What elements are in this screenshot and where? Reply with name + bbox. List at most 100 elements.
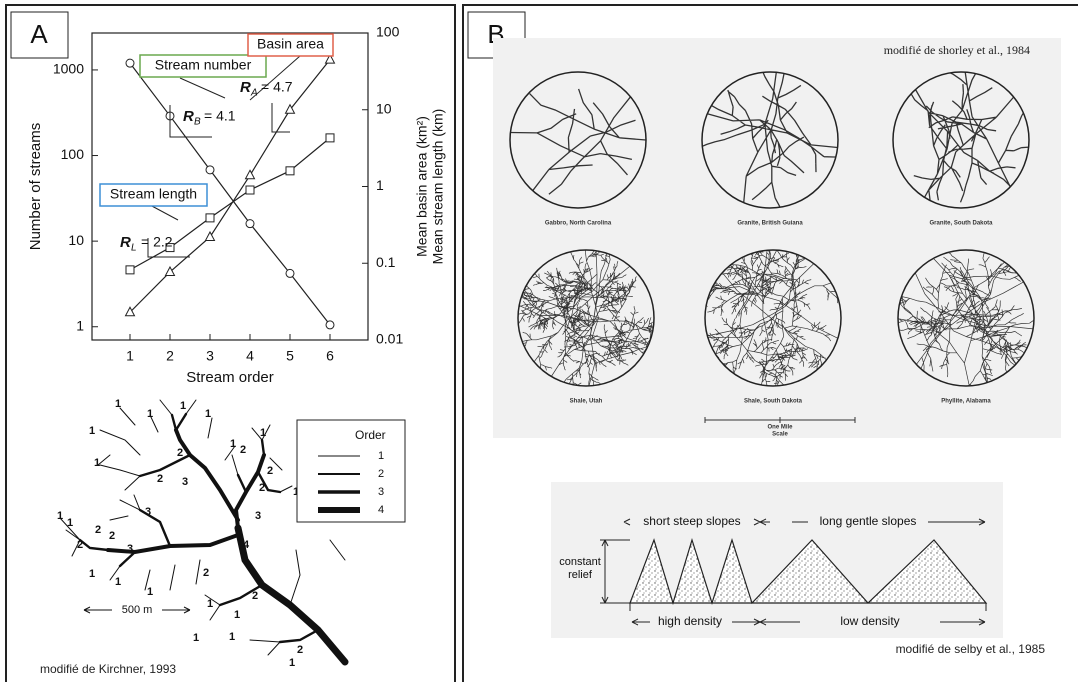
x-tick-label: 6 <box>326 348 334 364</box>
marker <box>325 133 335 143</box>
legend-label: Basin area <box>257 36 324 52</box>
x-tick-label: 4 <box>246 348 254 364</box>
y2-tick-label: 1 <box>376 177 384 193</box>
rock-label: Shale, Utah <box>570 399 603 405</box>
order-label: 1 <box>67 517 73 529</box>
marker <box>285 268 295 278</box>
relief-label: constant <box>559 556 601 568</box>
order-label: 3 <box>182 476 188 488</box>
stream-segment <box>209 604 221 621</box>
scale-bar <box>704 417 856 423</box>
stream-segment <box>144 569 151 591</box>
stream-segment <box>78 538 110 552</box>
legend-title: Order <box>355 428 386 442</box>
drainage-network <box>909 72 1029 208</box>
stream-segment <box>99 464 141 477</box>
stream-segment <box>65 529 81 541</box>
stream-segment <box>174 428 240 522</box>
slope-label: long gentle slopes <box>820 514 917 528</box>
order-label: 2 <box>77 539 83 551</box>
drainage-circle <box>701 71 839 209</box>
stream-segment <box>138 453 192 478</box>
marker <box>205 165 215 175</box>
y2-axis-label: Mean stream length (km) <box>430 109 446 265</box>
caption: modifié de Kirchner, 1993 <box>40 662 176 676</box>
stream-segment <box>124 475 141 491</box>
annotation-subscript: B <box>194 117 201 128</box>
panel-b-frame <box>462 4 1078 682</box>
density-arrows <box>631 618 986 626</box>
marker <box>124 306 136 317</box>
legend-item: 2 <box>378 468 384 480</box>
order-label: 3 <box>127 543 133 555</box>
annotation-subscript: A <box>250 88 258 99</box>
order-label: 2 <box>267 465 273 477</box>
legend-item: 1 <box>378 450 384 462</box>
order-label: 3 <box>255 510 261 522</box>
density-label: high density <box>658 614 722 628</box>
scale-label: 500 m <box>122 604 153 616</box>
order-label: 1 <box>230 438 236 450</box>
drainage-circle <box>897 249 1035 387</box>
annotation-subscript: L <box>131 243 137 254</box>
order-label: 1 <box>234 609 240 621</box>
stream-segment <box>174 412 188 432</box>
panel-label: A <box>30 19 48 49</box>
y-axis-label: Number of streams <box>27 123 44 251</box>
caption: modifié de shorley et al., 1984 <box>884 43 1030 57</box>
stream-segment <box>279 485 293 493</box>
stream-segment <box>195 559 201 585</box>
bracket <box>271 103 290 133</box>
legend-label: Stream number <box>155 57 252 73</box>
annotation-symbol: R <box>120 234 131 251</box>
rock-label: Granite, South Dakota <box>929 221 993 227</box>
drainage-network <box>702 72 838 208</box>
drainage-network <box>898 250 1034 386</box>
stream-segment <box>185 399 197 415</box>
x-tick-label: 2 <box>166 348 174 364</box>
rock-label: Gabbro, North Carolina <box>545 221 612 227</box>
legend-item: 4 <box>378 504 384 516</box>
relief-arrow <box>600 539 630 604</box>
drainage-circle <box>704 249 842 387</box>
order-label: 1 <box>289 657 295 669</box>
figure-background <box>493 38 1061 438</box>
series-line <box>129 137 331 271</box>
y-tick-label: 1 <box>76 317 84 333</box>
legend-box <box>139 54 267 78</box>
order-label: 1 <box>193 632 199 644</box>
order-label: 1 <box>89 568 95 580</box>
y2-tick-label: 0.01 <box>376 331 403 347</box>
order-label: 2 <box>177 447 183 459</box>
marker <box>204 230 216 241</box>
stream-segment <box>170 413 178 432</box>
bracket <box>147 238 190 258</box>
marker <box>164 265 176 276</box>
legend-label: Stream length <box>110 186 197 202</box>
stream-segment <box>251 427 263 441</box>
caption: modifié de selby et al., 1985 <box>896 642 1046 656</box>
order-label: 3 <box>145 506 151 518</box>
annotation-symbol: R <box>240 79 251 96</box>
stream-segment <box>207 417 213 439</box>
annotation-text: = 4.1 <box>204 108 236 124</box>
order-label: 2 <box>297 644 303 656</box>
annotation-symbol: R <box>183 108 194 125</box>
order-label: 1 <box>115 576 121 588</box>
order-label: 1 <box>115 398 121 410</box>
slope-label: short steep slopes <box>643 514 740 528</box>
marker <box>165 243 175 253</box>
span-arrows <box>623 518 986 526</box>
marker <box>125 265 135 275</box>
drainage-network <box>510 88 646 195</box>
drainage-circle <box>517 249 655 387</box>
order-label: 2 <box>203 567 209 579</box>
leader-line <box>179 77 226 99</box>
leader-line <box>149 204 179 221</box>
stream-segment <box>119 499 141 511</box>
order-label: 1 <box>147 408 153 420</box>
order-label: 1 <box>207 598 213 610</box>
order-label: 2 <box>252 590 258 602</box>
terrain <box>629 537 988 606</box>
